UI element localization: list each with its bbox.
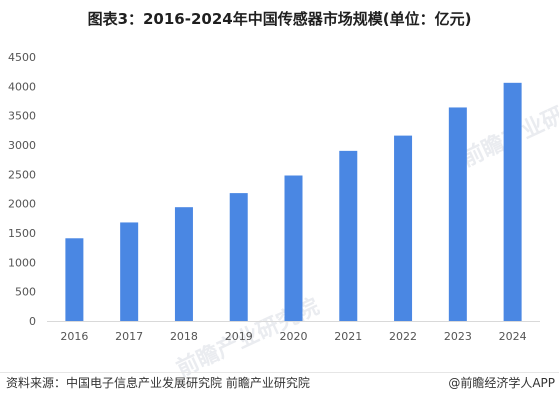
x-tick-label: 2019 xyxy=(225,330,253,343)
bar-2020 xyxy=(284,175,303,321)
bar-2024 xyxy=(503,82,522,322)
y-tick-label: 3500 xyxy=(8,110,36,123)
bar-2019 xyxy=(229,193,248,321)
bar-2022 xyxy=(394,135,413,321)
x-tick-label: 2022 xyxy=(389,330,417,343)
y-tick-label: 0 xyxy=(29,315,36,328)
bar-2016 xyxy=(65,238,84,321)
bar-2018 xyxy=(174,207,193,321)
y-tick-label: 500 xyxy=(15,286,36,299)
y-tick-label: 4500 xyxy=(8,51,36,64)
y-tick-label: 2000 xyxy=(8,198,36,211)
y-tick-label: 1000 xyxy=(8,256,36,269)
x-tick-label: 2023 xyxy=(444,330,472,343)
y-tick-label: 1500 xyxy=(8,227,36,240)
x-tick-label: 2021 xyxy=(334,330,362,343)
bar-chart: 0 500 1000 1500 2000 2500 3000 3500 4000 4500 201… xyxy=(8,51,540,343)
y-tick-label: 2500 xyxy=(8,168,36,181)
x-tick-label: 2017 xyxy=(115,330,143,343)
x-tick-label: 2018 xyxy=(170,330,198,343)
chart-title: 图表3：2016-2024年中国传感器市场规模(单位：亿元) xyxy=(87,10,472,28)
bar-2023 xyxy=(448,107,467,321)
bar-2021 xyxy=(339,150,358,321)
credit-note: @前瞻经济学人APP xyxy=(448,376,555,390)
source-note: 资料来源：中国电子信息产业发展研究院 前瞻产业研究院 xyxy=(6,376,310,390)
y-tick-label: 4000 xyxy=(8,80,36,93)
x-tick-label: 2020 xyxy=(280,330,308,343)
footer: 资料来源：中国电子信息产业发展研究院 前瞻产业研究院 @前瞻经济学人APP xyxy=(0,372,559,395)
x-tick-label: 2024 xyxy=(499,330,527,343)
y-tick-label: 3000 xyxy=(8,139,36,152)
bar-2017 xyxy=(120,222,139,321)
x-tick-label: 2016 xyxy=(60,330,88,343)
